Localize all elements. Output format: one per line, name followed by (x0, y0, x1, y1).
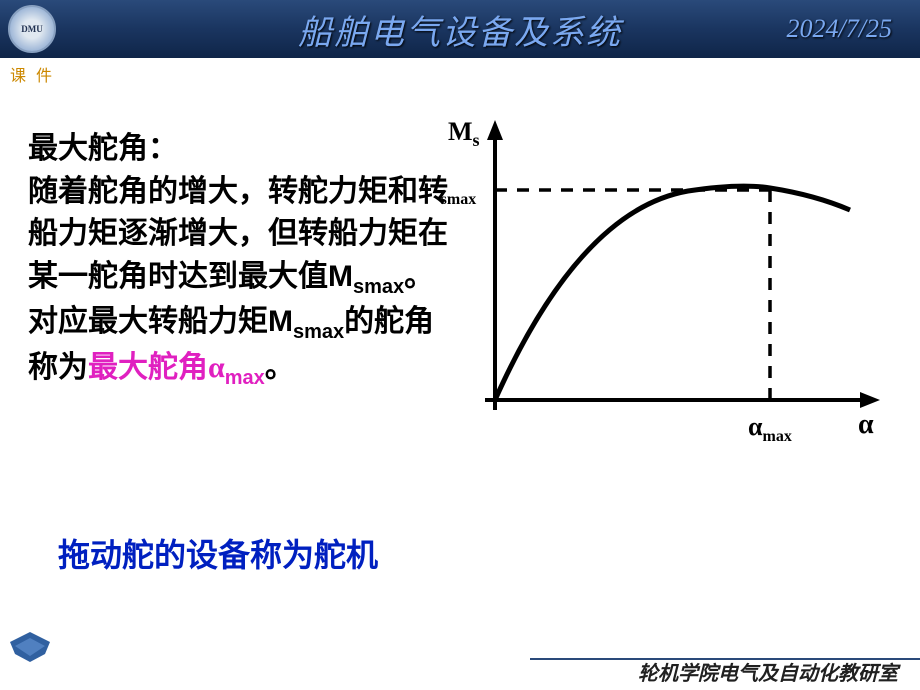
y-axis-arrow (487, 120, 503, 140)
x-axis-arrow (860, 392, 880, 408)
y-axis-label: Ms (448, 117, 480, 150)
slide-type-label: 课件 (10, 62, 62, 86)
chart-svg: Ms Msmax α αmax (440, 115, 890, 455)
slide-title: 船舶电气设备及系统 (298, 5, 622, 54)
torque-curve-chart: Ms Msmax α αmax (440, 115, 890, 455)
department-label: 轮机学院电气及自动化教研室 (638, 657, 898, 686)
body-line1-end: 。 (404, 260, 434, 293)
highlight-term: 最大舵角αmax (88, 351, 265, 384)
torque-curve (495, 186, 850, 400)
msmax-subscript: smax (353, 276, 404, 298)
footer-statement: 拖动舵的设备称为舵机 (58, 530, 378, 576)
body-line2-end: 。 (265, 351, 295, 384)
main-text-block: 最大舵角： 随着舵角的增大，转舵力矩和转船力矩逐渐增大，但转船力矩在某一舵角时达… (28, 128, 448, 392)
institution-logo: DMU (8, 5, 56, 53)
body-line2a: 对应最大转船力矩M (28, 305, 293, 338)
heading-text: 最大舵角： (28, 132, 178, 165)
y-tick-label: Msmax (440, 178, 476, 208)
x-axis-label: α (858, 409, 874, 440)
msmax-subscript2: smax (293, 321, 344, 343)
x-tick-label: αmax (748, 412, 792, 445)
slide-date: 2024/7/25 (787, 14, 892, 44)
slide-header: DMU 船舶电气设备及系统 2024/7/25 (0, 0, 920, 58)
